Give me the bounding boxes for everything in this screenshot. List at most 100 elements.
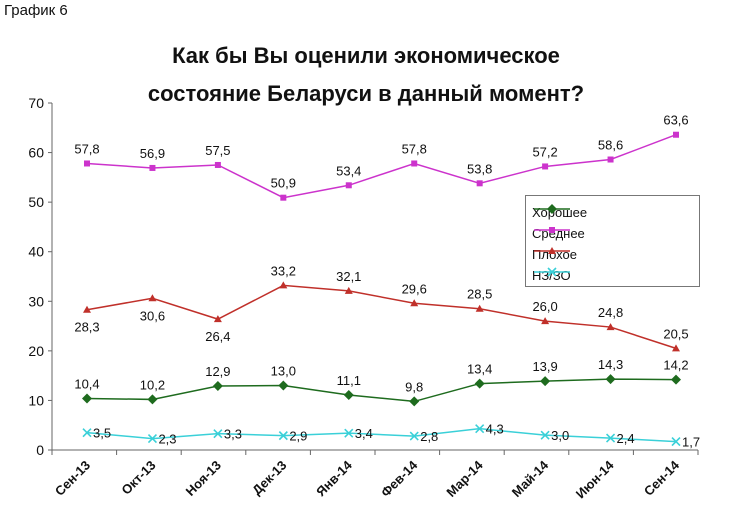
data-label: 10,4 (74, 376, 99, 391)
x-tick-label: Фев-14 (378, 457, 421, 500)
data-label: 3,5 (93, 426, 111, 441)
data-label: 4,3 (486, 422, 504, 437)
data-label: 57,8 (74, 141, 99, 156)
y-tick-label: 60 (28, 145, 44, 161)
x-tick-label: Ноя-13 (183, 458, 224, 499)
data-label: 57,5 (205, 143, 230, 158)
data-label: 63,6 (663, 113, 688, 128)
data-label: 13,9 (532, 359, 557, 374)
data-point-marker (540, 376, 551, 387)
data-point-marker (148, 294, 157, 302)
series-line-3 (86, 427, 677, 443)
data-point-marker (278, 380, 289, 391)
data-label: 2,4 (617, 431, 635, 446)
data-point-marker (279, 281, 288, 289)
data-point-marker (606, 323, 615, 331)
data-label: 30,6 (140, 308, 165, 323)
y-tick-label: 20 (28, 343, 44, 359)
data-label: 28,3 (74, 320, 99, 335)
data-point-marker (82, 393, 92, 404)
data-point-marker (541, 317, 550, 325)
data-point-marker (547, 204, 557, 214)
data-label: 26,4 (205, 329, 230, 344)
data-label: 14,2 (663, 358, 688, 373)
data-point-marker (475, 424, 485, 434)
chart-legend: Хорошее Среднее Плохое НЗ/ЗО (525, 195, 700, 287)
data-label: 11,1 (337, 373, 361, 388)
y-tick-label: 0 (36, 442, 44, 458)
series-line-1 (86, 134, 677, 199)
x-tick-label: Мар-14 (443, 457, 486, 500)
data-point-marker (475, 304, 484, 312)
x-tick-label: Окт-13 (118, 458, 158, 498)
legend-swatch-no-answer (534, 267, 570, 277)
data-point-marker (147, 434, 158, 444)
data-label: 13,4 (467, 362, 492, 377)
x-tick-label: Сен-14 (641, 457, 683, 499)
data-point-marker (673, 131, 679, 138)
data-label: 57,8 (402, 141, 427, 156)
data-label: 2,3 (158, 432, 176, 447)
data-point-marker (84, 160, 90, 167)
data-point-marker (147, 394, 158, 405)
data-point-marker (607, 156, 614, 163)
y-tick-label: 30 (28, 293, 44, 309)
data-point-marker (344, 286, 353, 294)
data-label: 29,6 (402, 281, 427, 296)
data-label: 28,5 (467, 287, 492, 302)
x-tick-label: Сен-13 (52, 458, 93, 499)
x-tick-label: Янв-14 (313, 457, 355, 499)
data-label: 32,1 (336, 269, 361, 284)
legend-swatch-bad (534, 247, 570, 254)
legend-swatch-good (534, 204, 570, 214)
data-point-marker (410, 299, 419, 307)
y-tick-label: 40 (28, 244, 44, 260)
data-point-marker (409, 396, 420, 407)
data-point-marker (343, 389, 354, 400)
data-point-marker (278, 431, 288, 441)
data-label: 57,2 (532, 144, 557, 159)
data-label: 26,0 (532, 299, 557, 314)
data-label: 2,8 (420, 429, 438, 444)
chart-title-line-1: Как бы Вы оценили экономическое (172, 43, 560, 68)
x-tick-label: Июн-14 (573, 457, 617, 501)
data-point-marker (344, 428, 354, 438)
data-label: 33,2 (271, 263, 296, 278)
data-point-marker (409, 431, 419, 441)
data-label: 24,8 (598, 305, 623, 320)
data-point-marker (547, 267, 557, 277)
data-point-marker (214, 161, 221, 168)
figure-label: График 6 (4, 2, 68, 19)
data-label: 56,9 (140, 146, 165, 161)
data-point-marker (83, 305, 91, 313)
legend-item-good: Хорошее (532, 202, 587, 222)
y-tick-label: 50 (28, 194, 44, 210)
data-label: 12,9 (205, 364, 230, 379)
data-point-marker (149, 164, 156, 171)
data-label: 50,9 (271, 176, 296, 191)
x-tick-label: Дек-13 (249, 458, 289, 498)
data-label: 9,8 (405, 379, 423, 394)
y-tick-label: 70 (28, 95, 44, 111)
y-tick-label: 10 (28, 392, 44, 408)
legend-swatch-average (534, 227, 570, 233)
data-point-marker (548, 247, 556, 254)
legend-item-no-answer: НЗ/ЗО (532, 265, 571, 285)
data-point-marker (672, 344, 680, 352)
series-line-0 (86, 378, 677, 403)
data-label: 10,2 (140, 377, 165, 392)
data-point-marker (411, 160, 418, 167)
data-point-marker (213, 315, 222, 323)
data-point-marker (542, 163, 549, 170)
data-point-marker (345, 182, 352, 189)
chart-title-line-2: состояние Беларуси в данный момент? (147, 81, 585, 106)
data-point-marker (82, 428, 92, 438)
data-point-marker (476, 180, 483, 187)
data-point-marker (671, 437, 681, 447)
data-point-marker (474, 378, 485, 389)
data-label: 20,5 (663, 326, 688, 341)
data-point-marker (213, 429, 223, 439)
data-point-marker (549, 227, 555, 233)
data-label: 58,6 (598, 138, 623, 153)
